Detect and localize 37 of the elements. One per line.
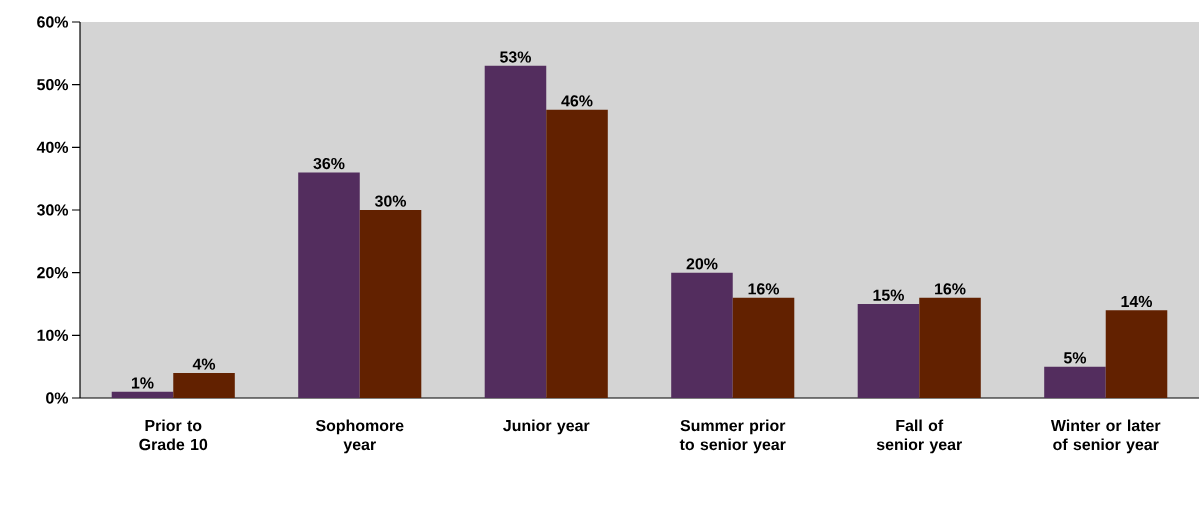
y-tick-label: 0% [46, 392, 69, 404]
y-tick-label: 50% [37, 79, 69, 91]
data-label: 5% [1063, 352, 1087, 364]
data-label: 14% [1121, 295, 1153, 308]
x-tick-label: Fall of senior year [876, 419, 962, 454]
bar [484, 65, 547, 398]
data-label: 46% [561, 95, 593, 107]
y-tick-label: 10% [37, 329, 69, 341]
bar [732, 297, 795, 398]
y-tick-label: 20% [37, 267, 69, 279]
x-tick-label: Junior year [503, 419, 590, 435]
data-label: 53% [500, 51, 531, 63]
bar [1044, 366, 1106, 398]
bar [919, 297, 981, 398]
x-tick-label: Prior to Grade 10 [139, 419, 208, 451]
data-label: 4% [192, 358, 216, 370]
data-label: 20% [686, 258, 718, 270]
x-tick-label: Winter or later of senior year [1050, 419, 1161, 454]
data-label: 30% [374, 195, 407, 207]
data-label: 16% [748, 283, 780, 295]
data-label: 1% [131, 377, 154, 389]
bar [111, 391, 174, 398]
bar [1105, 310, 1168, 398]
bar [359, 209, 422, 398]
bar [671, 272, 733, 398]
bar [173, 372, 235, 398]
y-tick-label: 60% [37, 16, 69, 28]
y-tick-label: 40% [36, 141, 69, 153]
x-tick-label: Sophomore year [315, 419, 404, 454]
data-label: 36% [313, 157, 345, 170]
bar [857, 303, 920, 398]
bar [298, 172, 360, 398]
data-label: 15% [873, 289, 904, 301]
data-label: 16% [935, 283, 966, 295]
y-tick-label: 30% [36, 204, 69, 216]
bar [546, 109, 608, 398]
x-tick-label: Summer prior to senior year [679, 419, 786, 454]
